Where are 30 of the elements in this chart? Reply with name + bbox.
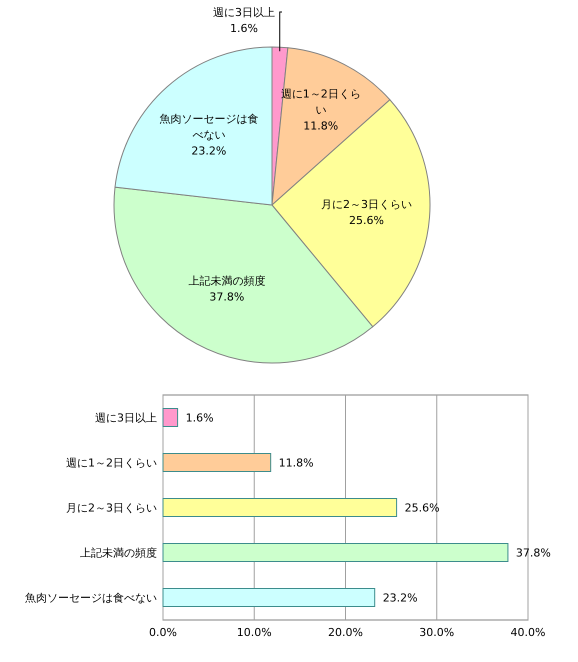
x-tick-label: 30.0% bbox=[419, 626, 454, 639]
data-label: 11.8% bbox=[303, 119, 338, 132]
data-label: 1.6% bbox=[186, 412, 214, 424]
data-label: 1.6% bbox=[230, 22, 258, 35]
data-label: 37.8% bbox=[209, 290, 244, 304]
slice-label: 上記未満の頻度 bbox=[188, 274, 266, 288]
slice-label: 魚肉ソーセージは食べない bbox=[159, 112, 258, 142]
y-tick-label: 週に3日以上 bbox=[95, 412, 157, 424]
slice-label: 週に3日以上 bbox=[213, 6, 275, 19]
y-tick-label: 週に1～2日くらい bbox=[66, 456, 157, 470]
bar bbox=[162, 543, 508, 562]
bar bbox=[162, 453, 272, 472]
bar bbox=[162, 498, 398, 517]
data-label: 23.2% bbox=[191, 144, 226, 158]
y-tick-label: 魚肉ソーセージは食べない bbox=[25, 592, 157, 604]
data-label: 11.8% bbox=[278, 456, 314, 470]
bar bbox=[162, 408, 178, 427]
bar bbox=[162, 588, 376, 607]
x-tick-label: 10.0% bbox=[236, 626, 272, 639]
data-label: 37.8% bbox=[516, 546, 551, 560]
data-label: 25.6% bbox=[404, 502, 440, 514]
y-tick-label: 上記未満の頻度 bbox=[80, 546, 157, 560]
x-tick-label: 0.0% bbox=[149, 626, 177, 639]
slice-label: 月に2～3日くらい bbox=[321, 198, 412, 212]
y-tick-label: 月に2～3日くらい bbox=[66, 502, 157, 514]
x-tick-label: 20.0% bbox=[328, 626, 363, 639]
x-tick-label: 40.0% bbox=[510, 626, 546, 639]
data-label: 23.2% bbox=[382, 592, 418, 604]
slice-label: 週に1～2日くらい bbox=[280, 87, 361, 116]
data-label: 25.6% bbox=[349, 214, 384, 228]
